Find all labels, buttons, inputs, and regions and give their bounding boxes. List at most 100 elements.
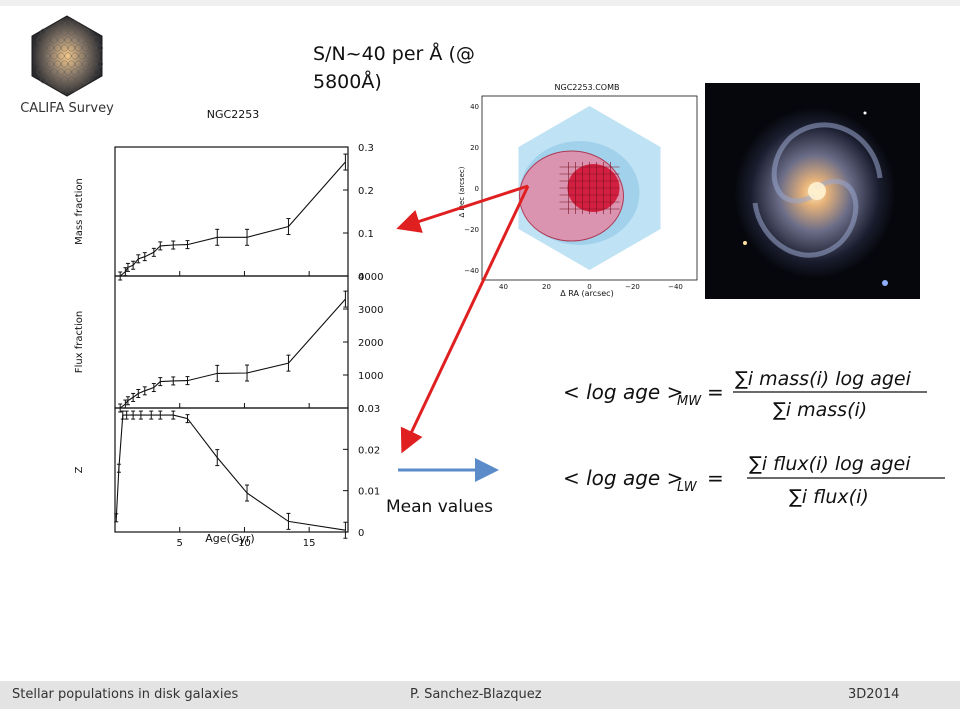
logo-fiber: [82, 76, 89, 84]
logo-fiber: [54, 44, 61, 52]
logo-fiber: [61, 76, 68, 84]
y-tick-label: 0.2: [358, 186, 374, 197]
logo-fiber: [92, 36, 100, 44]
logo-fiber: [75, 28, 82, 36]
logo-fiber: [89, 60, 96, 68]
footer-title: Stellar populations in disk galaxies: [12, 687, 239, 702]
map-y-tick-label: 40: [470, 103, 479, 111]
map-y-tick-label: 20: [470, 144, 479, 152]
logo-fiber: [68, 44, 75, 52]
logo-fiber: [43, 36, 51, 44]
svg-text:=: =: [707, 466, 724, 490]
logo-fiber: [78, 68, 86, 76]
y-tick-label: 0: [358, 404, 364, 415]
panel-frame: [114, 275, 349, 409]
logo-fiber: [85, 36, 93, 44]
footer-author: P. Sanchez-Blazquez: [410, 687, 542, 702]
logo-fiber: [71, 68, 79, 76]
logo-fiber: [75, 60, 82, 68]
y-tick-label: 0.3: [358, 143, 374, 154]
sfh-chart: NGC2253 Age(Gyr) Mass fraction 0.3 0.2 0.1 0…: [74, 108, 383, 549]
x-tick-label: 10: [238, 538, 251, 549]
logo-fiber: [68, 28, 75, 36]
panel-y-label: Z: [74, 466, 85, 473]
formula-mw-lhs: < log age >: [563, 380, 683, 404]
y-tick-label: 4000: [358, 272, 383, 283]
logo-fiber: [36, 68, 44, 76]
map-title: NGC2253.COMB: [555, 83, 620, 92]
logo-fiber: [78, 36, 86, 44]
y-tick-label: 0: [358, 528, 364, 539]
panel-frame: [114, 146, 349, 277]
logo-fiber: [40, 76, 47, 84]
formula-lw-lhs: < log age >: [563, 466, 683, 490]
logo-fiber: [40, 60, 47, 68]
galaxy-image: [705, 83, 920, 299]
califa-logo: CALIFA Survey: [20, 15, 114, 116]
sn-line-2: 5800Å): [313, 71, 382, 93]
logo-fiber: [92, 52, 100, 60]
x-axis-label: Age(Gyr): [205, 532, 254, 545]
y-tick-label: 0.01: [358, 487, 380, 498]
y-tick-label: 0: [358, 272, 364, 283]
logo-fiber: [64, 84, 72, 92]
spaxel-map: NGC2253.COMB 40 20 0 −20 −40 40 20 0 −20 −40 Δ RA…: [458, 83, 698, 298]
series-line: [115, 414, 346, 531]
logo-fiber: [36, 36, 44, 44]
logo-fiber: [47, 28, 54, 36]
panel-frame: [114, 407, 349, 533]
svg-text:=: =: [707, 380, 724, 404]
x-tick-label: 5: [177, 538, 183, 549]
y-tick-label: 3000: [358, 305, 383, 316]
logo-fiber: [71, 36, 79, 44]
formula-mw-denominator: ∑i mass(i): [773, 399, 867, 421]
logo-fiber: [47, 44, 54, 52]
logo-fiber: [43, 52, 51, 60]
logo-fiber: [54, 28, 61, 36]
y-tick-label: 2000: [358, 338, 383, 349]
map-x-label: Δ RA (arcsec): [560, 289, 613, 298]
chart-title: NGC2253: [207, 108, 259, 121]
x-tick-label: 15: [303, 538, 316, 549]
logo-fiber: [47, 76, 54, 84]
map-x-tick-label: 0: [587, 283, 591, 291]
y-tick-label: 1000: [358, 371, 383, 382]
formulas: < log age > MW = ∑i mass(i) log agei ∑i …: [563, 368, 945, 508]
logo-fiber: [57, 20, 65, 28]
panel-y-label: Mass fraction: [74, 178, 85, 245]
formula-mw-numerator: ∑i mass(i) log agei: [735, 368, 912, 390]
logo-fiber: [61, 28, 68, 36]
panel-y-label: Flux fraction: [74, 311, 85, 373]
logo-fiber: [78, 52, 86, 60]
y-tick-label: 0.02: [358, 445, 380, 456]
logo-fiber: [50, 36, 58, 44]
map-y-tick-label: −40: [464, 267, 479, 275]
logo-fiber: [82, 28, 89, 36]
logo-fiber: [64, 36, 72, 44]
y-tick-label: 0.03: [358, 404, 380, 415]
logo-fiber: [57, 68, 65, 76]
logo-fiber: [40, 28, 47, 36]
logo-fiber: [68, 76, 75, 84]
logo-fiber: [57, 52, 65, 60]
logo-fiber: [43, 68, 51, 76]
formula-mw-sub: MW: [677, 394, 702, 409]
mean-values-label: Mean values: [386, 497, 494, 517]
logo-fiber: [82, 44, 89, 52]
map-y-label: Δ Dec (arcsec): [458, 166, 466, 217]
logo-fiber: [57, 36, 65, 44]
logo-fiber: [89, 44, 96, 52]
footer-bar: Stellar populations in disk galaxies P. …: [0, 681, 960, 709]
y-tick-label: 0.1: [358, 229, 374, 240]
logo-fiber: [82, 60, 89, 68]
logo-fiber: [57, 84, 65, 92]
map-x-tick-label: −40: [668, 283, 683, 291]
logo-fiber: [36, 52, 44, 60]
map-y-tick-label: 0: [475, 185, 479, 193]
logo-fiber: [61, 44, 68, 52]
logo-fiber: [71, 20, 79, 28]
logo-fiber: [85, 68, 93, 76]
logo-fiber: [75, 44, 82, 52]
logo-fiber: [92, 68, 100, 76]
logo-fiber: [75, 76, 82, 84]
